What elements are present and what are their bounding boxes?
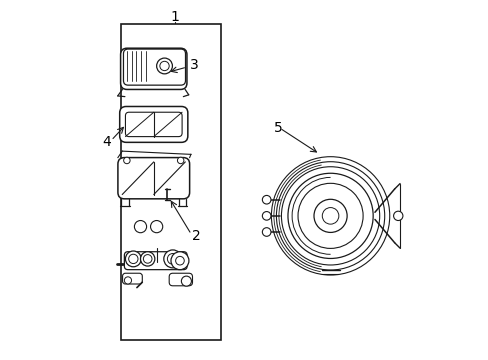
Circle shape — [123, 157, 130, 164]
FancyBboxPatch shape — [169, 273, 192, 286]
FancyBboxPatch shape — [123, 49, 185, 85]
Circle shape — [313, 199, 346, 233]
FancyBboxPatch shape — [118, 158, 189, 199]
Circle shape — [393, 211, 402, 221]
Text: 1: 1 — [170, 10, 179, 24]
Text: 5: 5 — [274, 121, 283, 135]
Circle shape — [140, 252, 155, 266]
Circle shape — [175, 256, 184, 265]
Circle shape — [262, 195, 270, 204]
Circle shape — [181, 276, 191, 286]
FancyBboxPatch shape — [121, 48, 186, 89]
Circle shape — [262, 212, 270, 220]
Circle shape — [297, 183, 363, 248]
Circle shape — [271, 157, 389, 275]
FancyBboxPatch shape — [124, 252, 187, 270]
Circle shape — [160, 61, 169, 71]
Circle shape — [281, 167, 379, 265]
Text: 4: 4 — [102, 135, 111, 149]
Circle shape — [262, 228, 270, 236]
Circle shape — [171, 252, 188, 270]
Circle shape — [156, 58, 172, 74]
Circle shape — [125, 251, 141, 267]
FancyBboxPatch shape — [125, 112, 182, 136]
Text: 3: 3 — [189, 58, 198, 72]
Circle shape — [276, 162, 384, 270]
Circle shape — [163, 250, 182, 268]
Circle shape — [177, 157, 183, 164]
Bar — [121, 24, 221, 339]
FancyBboxPatch shape — [120, 107, 187, 142]
Circle shape — [124, 277, 131, 284]
Circle shape — [150, 221, 163, 233]
FancyBboxPatch shape — [122, 273, 142, 284]
Circle shape — [167, 253, 178, 264]
Text: 2: 2 — [191, 229, 200, 243]
Circle shape — [322, 208, 338, 224]
Circle shape — [128, 254, 138, 264]
Circle shape — [134, 221, 146, 233]
Circle shape — [287, 173, 372, 258]
Circle shape — [143, 255, 152, 263]
